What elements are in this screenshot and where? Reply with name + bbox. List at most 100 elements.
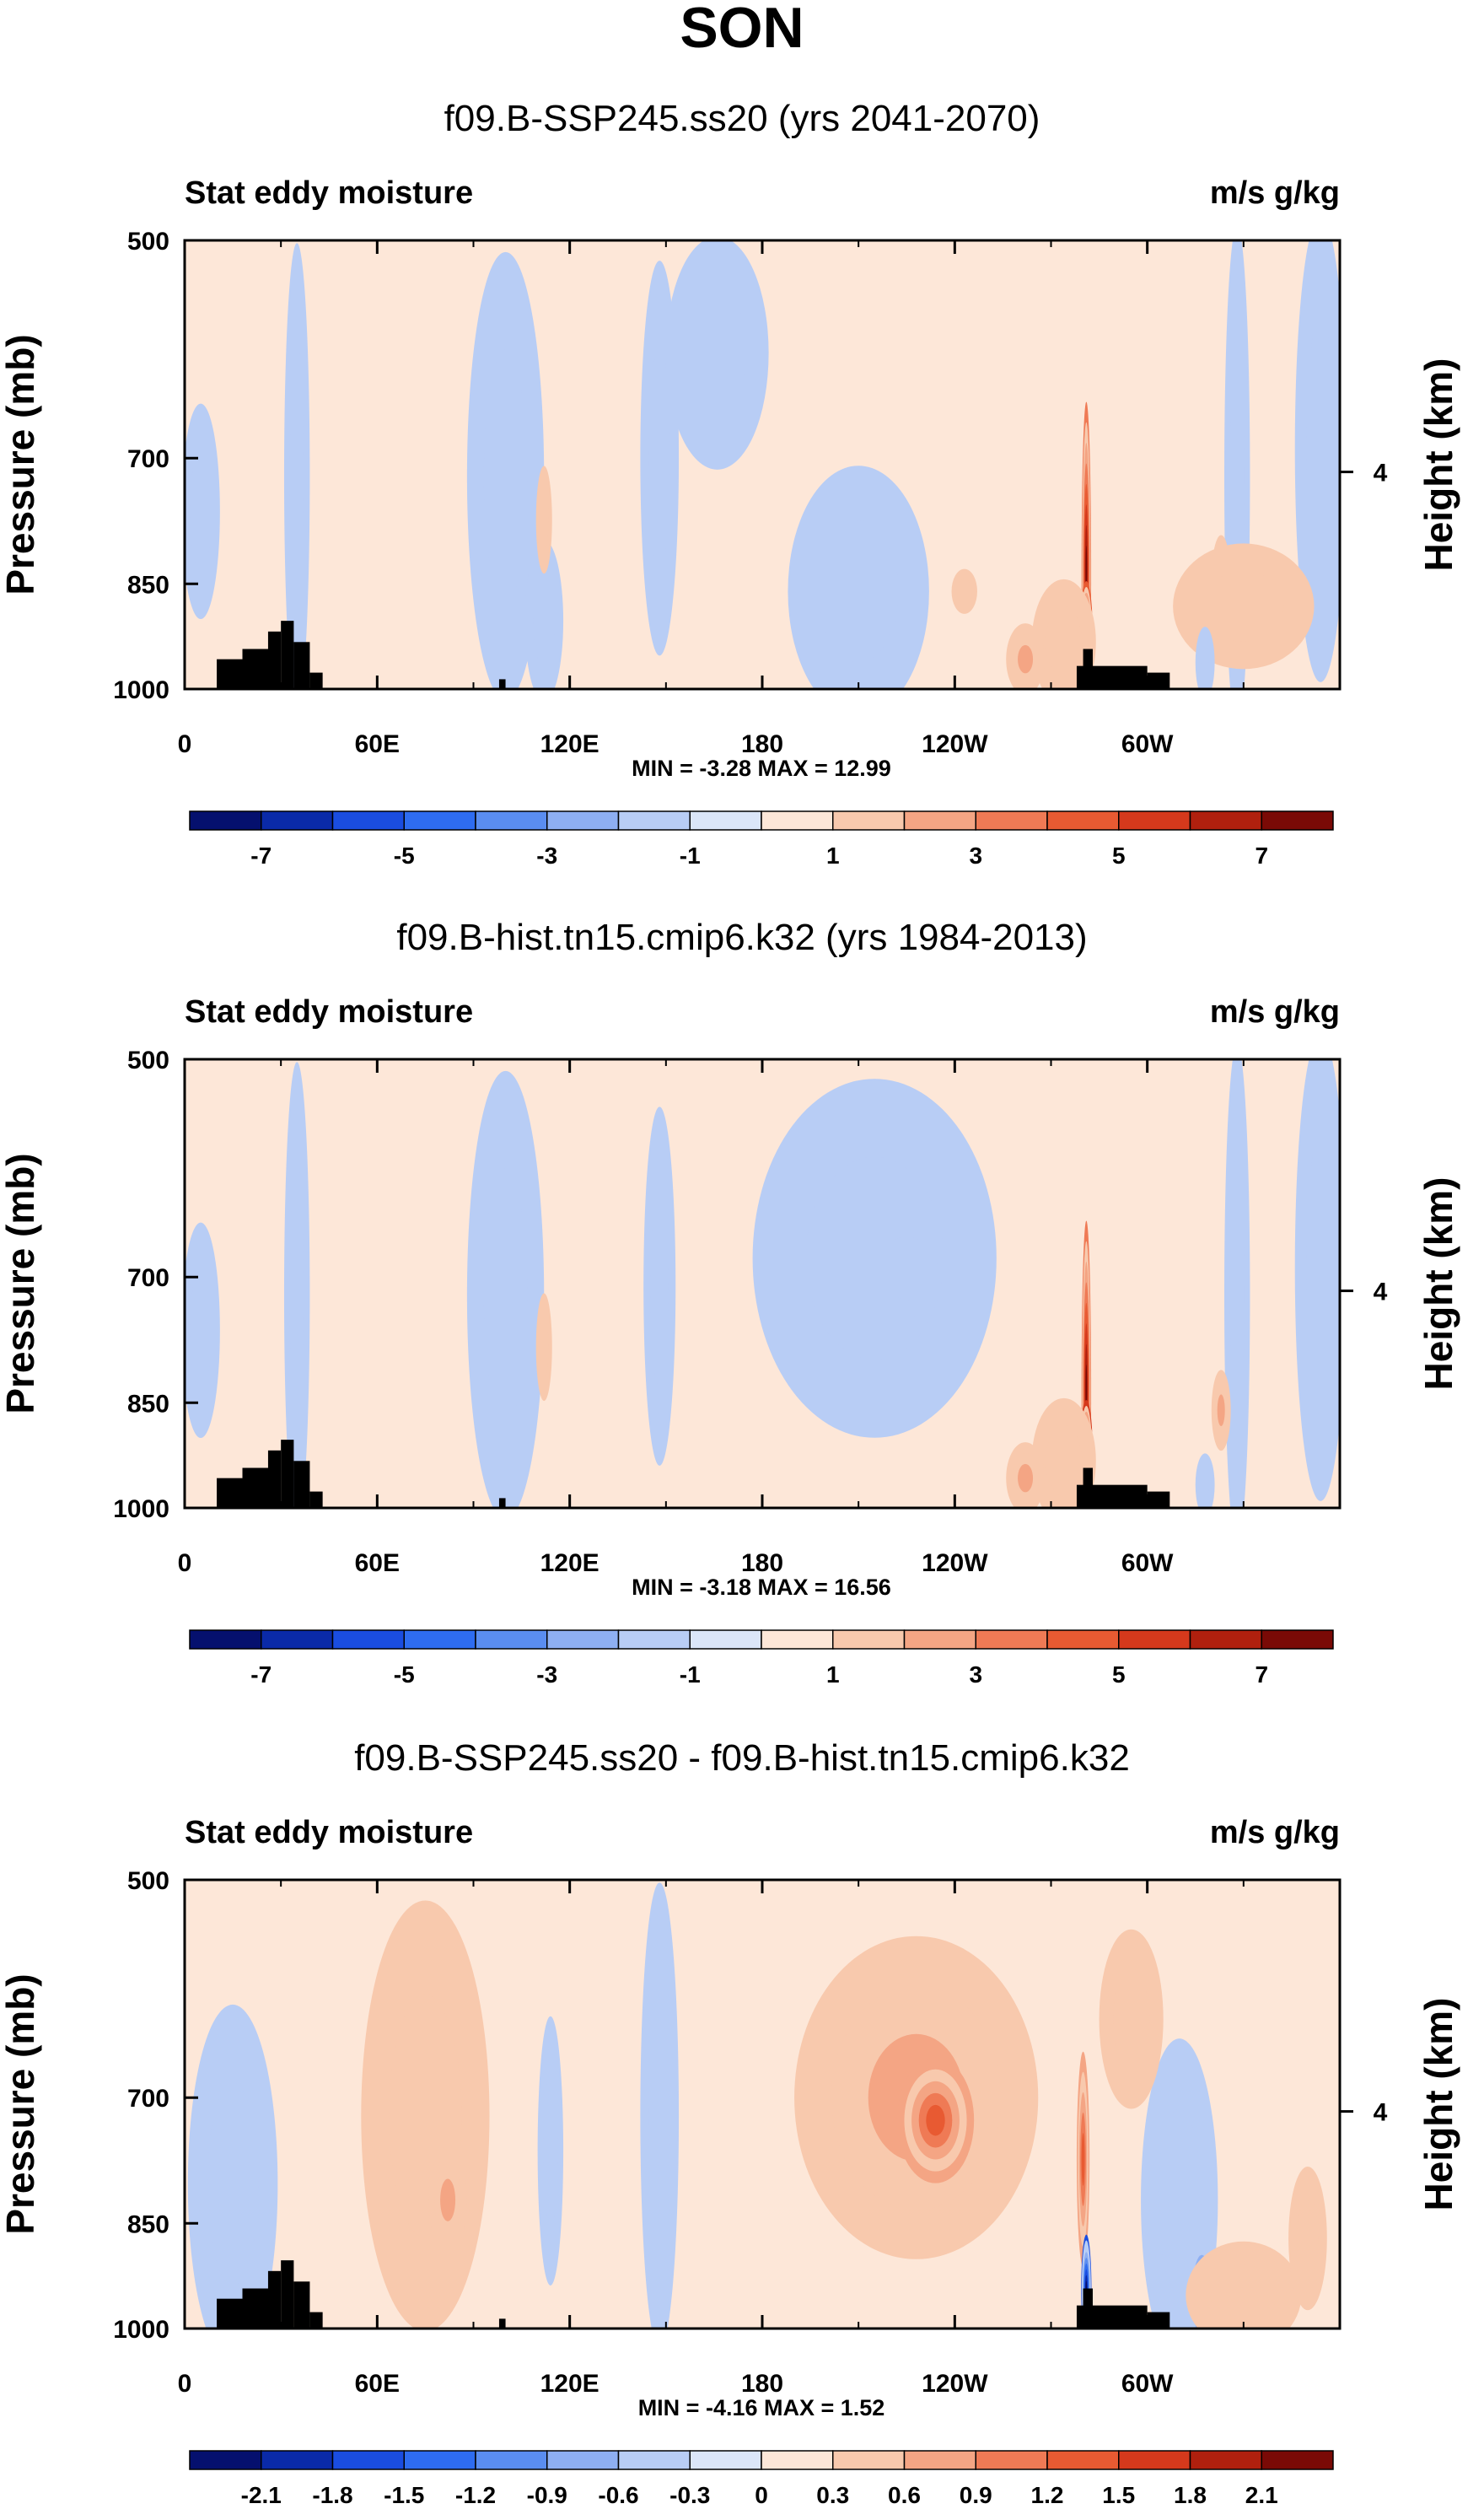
x-tick-label: 0 [178, 2370, 192, 2398]
contour-blob [1031, 579, 1096, 689]
contour-level [190, 1269, 212, 1392]
x-tick-label: 180 [741, 2370, 783, 2398]
colorbar-label: 0.9 [960, 2482, 992, 2508]
colorbar-swatch [546, 810, 620, 831]
colorbar-swatch [903, 810, 976, 831]
colorbar-swatch [261, 810, 334, 831]
x-tick-label: 120W [922, 730, 988, 758]
right-axis-label: Height (km) [1417, 1998, 1460, 2211]
topography-block [242, 1467, 272, 1508]
colorbar-label: 1.5 [1102, 2482, 1135, 2508]
y-axis-label: Pressure (mb) [0, 334, 42, 595]
contour-level [1229, 1153, 1245, 1438]
contour-blob [874, 1236, 939, 1318]
contour-level [888, 1254, 925, 1300]
contour-level [650, 1184, 669, 1388]
x-tick-label: 60W [1121, 730, 1174, 758]
contour-level [543, 2075, 558, 2227]
contour-blob [1173, 543, 1315, 670]
right-tick-label: 4 [1374, 2099, 1388, 2127]
colorbar-label: -7 [250, 1661, 272, 1688]
colorbar-label: -3 [536, 1661, 557, 1688]
colorbar-swatch [1118, 1629, 1191, 1650]
contour-field [185, 240, 1340, 689]
y-tick-label: 1000 [113, 2316, 169, 2344]
panel-right-label: m/s g/kg [1210, 1815, 1340, 1850]
contour-blob [1006, 623, 1045, 689]
colorbar-swatch [1046, 810, 1120, 831]
topography-block [267, 2270, 282, 2329]
colorbar-label: 0.6 [888, 2482, 921, 2508]
colorbar-swatch [403, 1629, 476, 1650]
panel-title: f09.B-SSP245.ss20 (yrs 2041-2070) [444, 98, 1040, 139]
colorbar-swatch [617, 2450, 691, 2470]
contour-blob [1141, 2038, 1218, 2329]
contour-blob [185, 403, 220, 620]
contour-blob [535, 1293, 552, 1402]
colorbar-swatch [903, 1629, 976, 1650]
contour-blob [1186, 2241, 1302, 2329]
y-tick-label: 500 [127, 1867, 169, 1895]
colorbar-swatch [1046, 1629, 1120, 1650]
topography-block [1147, 1491, 1170, 1508]
panel-3: f09.B-SSP245.ss20 - f09.B-hist.tn15.cmip… [0, 1737, 1460, 2508]
colorbar-label: -2.1 [241, 2482, 282, 2508]
y-tick-label: 700 [127, 1264, 169, 1292]
topography-block [498, 1498, 506, 1508]
topography-block [293, 2281, 310, 2329]
colorbar-label: -1 [680, 1661, 701, 1688]
colorbar-swatch [903, 2450, 976, 2470]
colorbar-label: 0.3 [816, 2482, 849, 2508]
contour-blob [1195, 627, 1215, 689]
colorbar-swatch [832, 1629, 906, 1650]
contour-level [1046, 1425, 1083, 1497]
contour-level [1217, 1394, 1225, 1427]
colorbar-label: -3 [536, 843, 557, 869]
colorbar-swatch [1189, 810, 1262, 831]
topography-block [242, 649, 272, 689]
colorbar-swatch [403, 810, 476, 831]
right-tick-label: 4 [1374, 460, 1388, 487]
colorbar-swatch [189, 1629, 262, 1650]
colorbar-label: -1.2 [455, 2482, 496, 2508]
colorbar-label: -5 [394, 1661, 415, 1688]
right-axis-label: Height (km) [1417, 1177, 1460, 1391]
colorbar-swatch [331, 2450, 405, 2470]
contour-level [926, 2104, 945, 2136]
y-tick-label: 850 [127, 2210, 169, 2238]
contour-level [1018, 644, 1034, 674]
panel-right-label: m/s g/kg [1210, 175, 1340, 211]
contour-blob [1288, 2166, 1327, 2311]
x-tick-label: 180 [741, 730, 783, 758]
topography-block [267, 1450, 282, 1508]
contour-level [1305, 316, 1336, 581]
colorbar-label: 3 [969, 1661, 982, 1688]
contour-blob [535, 466, 552, 574]
colorbar-swatch [832, 810, 906, 831]
right-axis-label: Height (km) [1417, 358, 1460, 572]
colorbar-swatch [761, 810, 834, 831]
colorbar-label: 1.8 [1174, 2482, 1207, 2508]
contour-blob [643, 1106, 676, 1466]
colorbar-label: -1.5 [384, 2482, 424, 2508]
topography-mask [217, 1440, 1170, 1508]
contour-level [1203, 570, 1284, 642]
contour-level [688, 287, 747, 419]
y-tick-label: 500 [127, 228, 169, 256]
colorbar-swatch [1261, 1629, 1334, 1650]
contour-blob [524, 540, 564, 689]
topography-block [1147, 2312, 1170, 2329]
panel-left-label: Stat eddy moisture [185, 175, 473, 211]
colorbar-swatch [189, 2450, 262, 2470]
y-tick-label: 500 [127, 1047, 169, 1074]
colorbar-swatch [475, 1629, 548, 1650]
colorbar-swatch [1189, 2450, 1262, 2470]
contour-blob [896, 2057, 975, 2183]
colorbar-swatch [1261, 2450, 1334, 2470]
contour-blob [361, 1900, 490, 2329]
contour-blob [187, 2004, 278, 2329]
contour-blob [1006, 1442, 1045, 1508]
x-tick-label: 60E [355, 1549, 400, 1577]
colorbar-label: 2.1 [1245, 2482, 1278, 2508]
